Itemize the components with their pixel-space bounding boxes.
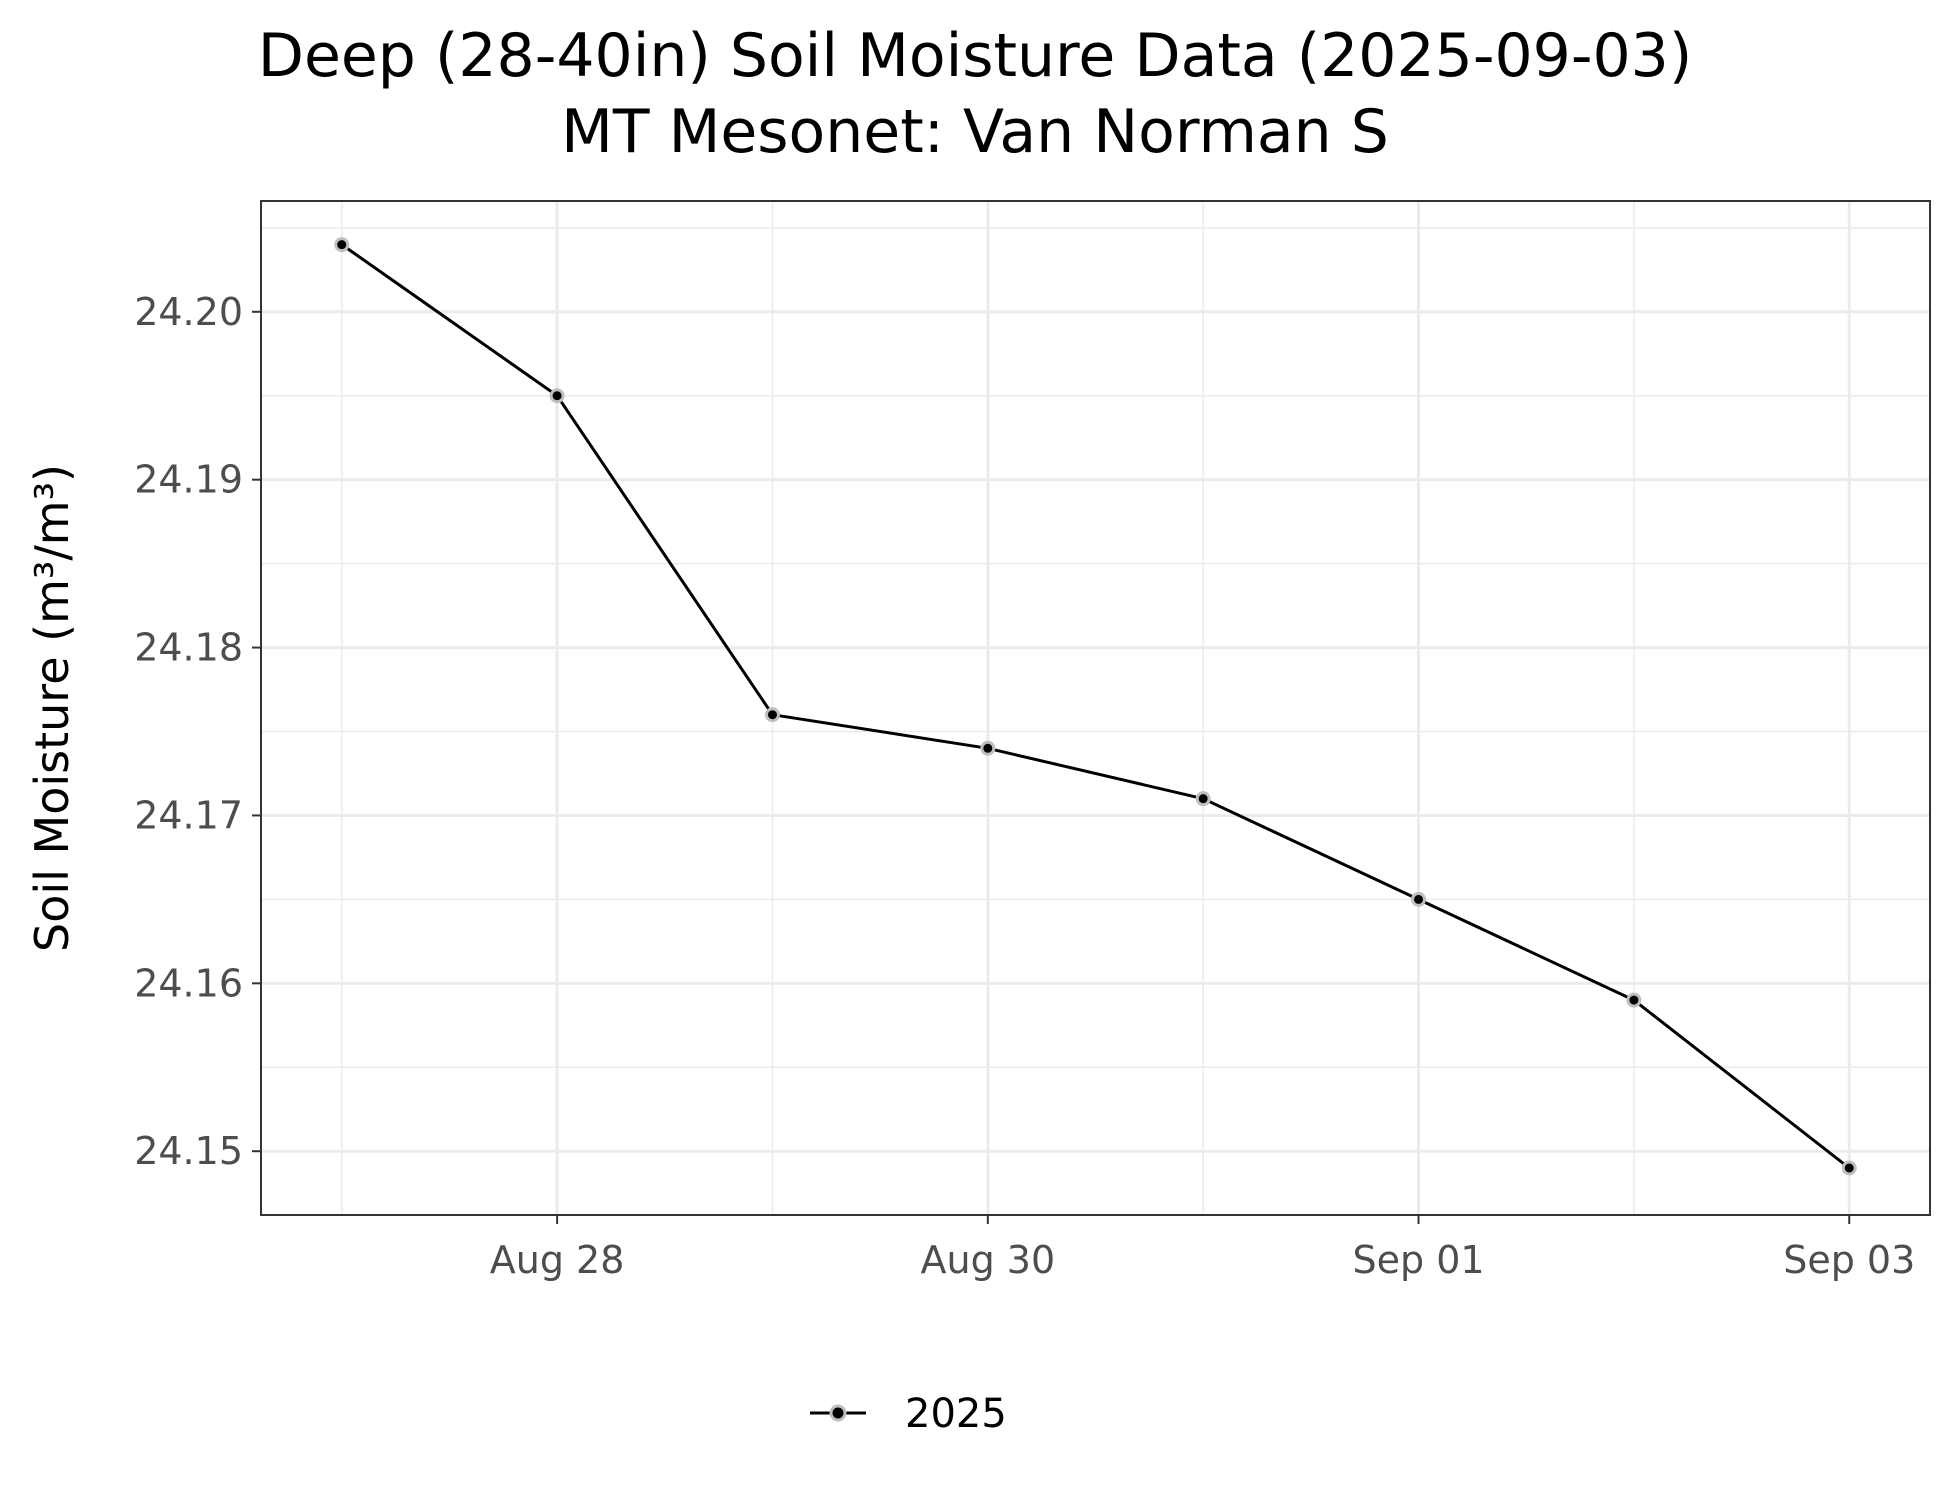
legend: 2025: [810, 1391, 1007, 1437]
y-axis: 24.15 24.16 24.17 24.18 24.19 24.20: [134, 290, 261, 1173]
x-tick-label: Sep 03: [1783, 1238, 1915, 1282]
y-tick-label: 24.16: [134, 961, 243, 1005]
data-point: [549, 388, 565, 404]
data-point: [764, 707, 780, 723]
data-point: [1626, 992, 1642, 1008]
x-axis: Aug 28 Aug 30 Sep 01 Sep 03: [490, 1215, 1915, 1282]
grid-minor: [261, 201, 1930, 1215]
y-tick-label: 24.15: [134, 1129, 243, 1173]
y-tick-label: 24.19: [134, 458, 243, 502]
x-tick-label: Aug 30: [921, 1238, 1056, 1282]
grid-major: [261, 201, 1930, 1215]
x-tick-label: Aug 28: [490, 1238, 625, 1282]
y-tick-label: 24.18: [134, 626, 243, 670]
y-tick-label: 24.17: [134, 793, 243, 837]
y-tick-label: 24.20: [134, 290, 243, 334]
legend-label-2025: 2025: [905, 1391, 1007, 1437]
data-point: [334, 237, 350, 253]
data-point: [1411, 891, 1427, 907]
data-point: [1195, 791, 1211, 807]
chart-subtitle: MT Mesonet: Van Norman S: [561, 97, 1389, 167]
data-point: [1841, 1160, 1857, 1176]
series-line-2025: [340, 243, 1851, 1170]
chart-title: Deep (28-40in) Soil Moisture Data (2025-…: [257, 21, 1693, 91]
y-axis-label: Soil Moisture (m³/m³): [25, 464, 79, 952]
legend-marker: [829, 1404, 847, 1422]
panel-border: [260, 200, 1931, 1216]
x-tick-label: Sep 01: [1353, 1238, 1485, 1282]
data-point: [980, 740, 996, 756]
series-layer: [334, 237, 1857, 1176]
